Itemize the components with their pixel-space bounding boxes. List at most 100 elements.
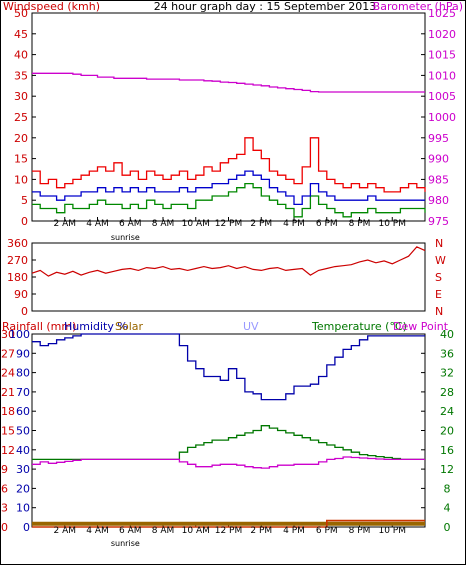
temp-y-tick-label: 28	[440, 386, 454, 399]
temp-y-tick-label: 4	[444, 502, 451, 515]
rain-y-tick-label: 3	[1, 502, 8, 515]
wind-y-tick-label: 25	[14, 111, 28, 124]
rain-y-tick-label: 0	[1, 521, 8, 534]
x-tick-label: 2 PM	[250, 219, 272, 229]
wind-y-tick-label: 50	[14, 7, 28, 20]
solar-legend: Solar	[115, 320, 144, 333]
baro-y-tick-label: 1000	[428, 111, 456, 124]
x-tick-label: 12 PM	[215, 219, 243, 229]
baro-y-tick-label: 1015	[428, 49, 456, 62]
dir-y-tick-label: 180	[7, 271, 28, 284]
compass-label: E	[435, 288, 442, 301]
x-tick-label: 10 PM	[378, 219, 406, 229]
wind-y-tick-label: 15	[14, 153, 28, 166]
wind-y-tick-label: 40	[14, 49, 28, 62]
humidity-legend: Humidity %	[64, 320, 128, 333]
x-tick-label: 8 PM	[349, 526, 371, 536]
humidity-y-tick-label: 10	[16, 502, 30, 515]
humidity-y-tick-label: 70	[16, 386, 30, 399]
rain-y-tick-label: 18	[1, 405, 15, 418]
compass-label: N	[435, 237, 443, 250]
baro-y-tick-label: 975	[428, 215, 449, 228]
rainfall-axis-label: Rainfall (mm)	[2, 320, 76, 333]
x-tick-label: 10 AM	[182, 219, 210, 229]
x-tick-label: 8 AM	[152, 526, 175, 536]
dir-y-tick-label: 270	[7, 254, 28, 267]
uv-legend: UV	[243, 320, 259, 333]
x-tick-label: 6 AM	[119, 219, 142, 229]
baro-y-tick-label: 1010	[428, 69, 456, 82]
x-tick-label: 10 AM	[182, 526, 210, 536]
temperature-axis-label: Temperature (°C)	[311, 320, 407, 333]
temp-y-tick-label: 12	[440, 463, 454, 476]
series-direction	[31, 246, 426, 277]
temp-y-tick-label: 8	[444, 482, 451, 495]
chart-title: 24 hour graph day : 15 September 2013	[154, 0, 377, 13]
series-barometer	[32, 72, 425, 93]
baro-y-tick-label: 1025	[428, 7, 456, 20]
humidity-y-tick-label: 20	[16, 482, 30, 495]
baro-y-tick-label: 995	[428, 132, 449, 145]
series-avg_blue	[32, 170, 425, 206]
baro-y-tick-label: 985	[428, 173, 449, 186]
temp-y-tick-label: 40	[440, 328, 454, 341]
humidity-y-tick-label: 100	[9, 328, 30, 341]
rain-y-tick-label: 24	[1, 367, 15, 380]
dir-y-tick-label: 90	[14, 288, 28, 301]
humidity-y-tick-label: 80	[16, 367, 30, 380]
series-dewpoint	[32, 456, 425, 469]
x-tick-label: 2 PM	[250, 526, 272, 536]
wind-y-tick-label: 45	[14, 28, 28, 41]
x-tick-label: 6 PM	[316, 219, 338, 229]
baro-y-tick-label: 990	[428, 153, 449, 166]
temp-y-tick-label: 20	[440, 425, 454, 438]
dir-y-tick-label: 0	[21, 305, 28, 318]
rain-y-tick-label: 27	[1, 347, 15, 360]
x-tick-label: 6 AM	[119, 526, 142, 536]
temp-y-tick-label: 16	[440, 444, 454, 457]
series-rain	[32, 519, 425, 528]
x-tick-label: 2 AM	[53, 526, 76, 536]
temp-y-tick-label: 36	[440, 347, 454, 360]
x-tick-label: 12 PM	[215, 526, 243, 536]
rain-y-tick-label: 6	[1, 482, 8, 495]
series-gust	[32, 137, 426, 193]
wind-y-tick-label: 0	[21, 215, 28, 228]
x-tick-label: 6 PM	[316, 526, 338, 536]
compass-label: W	[435, 254, 446, 267]
humidity-y-tick-label: 60	[16, 405, 30, 418]
wind-y-tick-label: 30	[14, 90, 28, 103]
rain-y-tick-label: 15	[1, 425, 15, 438]
x-tick-label: 8 PM	[349, 219, 371, 229]
temp-y-tick-label: 24	[440, 405, 454, 418]
humidity-y-tick-label: 40	[16, 444, 30, 457]
wind-y-tick-label: 20	[14, 132, 28, 145]
windspeed-axis-label: Windspeed (kmh)	[3, 0, 100, 13]
x-tick-label: 10 PM	[378, 526, 406, 536]
compass-label: S	[435, 271, 442, 284]
temp-y-tick-label: 32	[440, 367, 454, 380]
humidity-y-tick-label: 90	[16, 347, 30, 360]
temp-y-tick-label: 0	[444, 521, 451, 534]
rain-y-tick-label: 12	[1, 444, 15, 457]
baro-y-tick-label: 1005	[428, 90, 456, 103]
dewpoint-legend: Dew Point	[393, 320, 449, 333]
x-tick-label: 4 PM	[283, 219, 305, 229]
compass-label: N	[435, 305, 443, 318]
x-tick-label: 8 AM	[152, 219, 175, 229]
x-tick-label: 2 AM	[53, 219, 76, 229]
baro-y-tick-label: 980	[428, 194, 449, 207]
barometer-axis-label: Barometer (hPa)	[373, 0, 463, 13]
humidity-y-tick-label: 30	[16, 463, 30, 476]
sunrise-label: sunrise	[111, 539, 140, 548]
x-tick-label: 4 PM	[283, 526, 305, 536]
baro-y-tick-label: 1020	[428, 28, 456, 41]
x-tick-label: 4 AM	[86, 526, 109, 536]
wind-y-tick-label: 5	[21, 194, 28, 207]
humidity-y-tick-label: 0	[23, 521, 30, 534]
rain-y-tick-label: 30	[1, 328, 15, 341]
sunrise-label: sunrise	[111, 233, 140, 242]
wind-y-tick-label: 35	[14, 69, 28, 82]
